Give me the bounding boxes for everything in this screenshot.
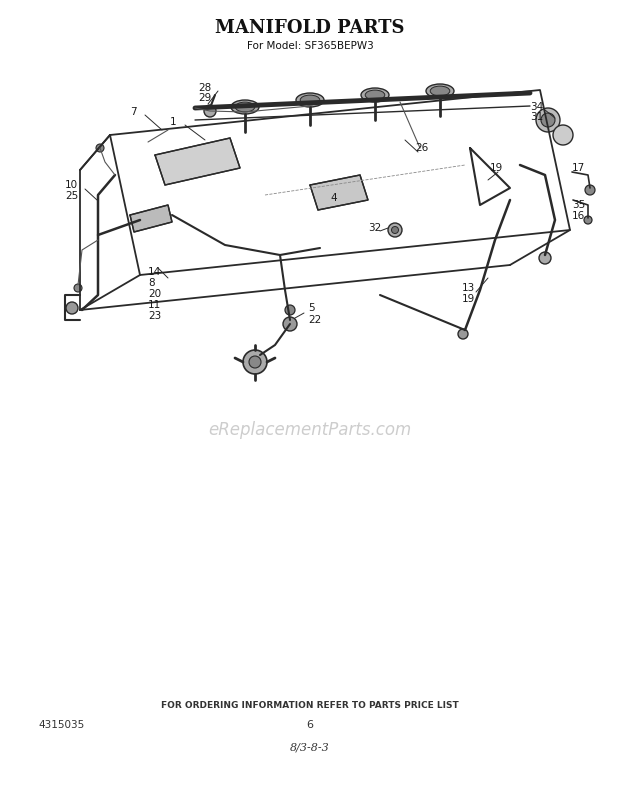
Text: 20: 20 <box>148 289 161 299</box>
Circle shape <box>96 144 104 152</box>
Text: 8: 8 <box>148 278 154 288</box>
Ellipse shape <box>231 100 259 114</box>
Text: 13: 13 <box>462 283 476 293</box>
Text: 19: 19 <box>462 294 476 304</box>
Text: For Model: SF365BEPW3: For Model: SF365BEPW3 <box>247 41 373 51</box>
Text: MANIFOLD PARTS: MANIFOLD PARTS <box>215 19 405 37</box>
Text: 10: 10 <box>65 180 78 190</box>
Text: eReplacementParts.com: eReplacementParts.com <box>208 421 412 439</box>
Circle shape <box>283 317 297 331</box>
Text: 23: 23 <box>148 311 161 321</box>
Ellipse shape <box>300 95 320 105</box>
Polygon shape <box>130 205 172 232</box>
Text: 35: 35 <box>572 200 585 210</box>
Text: 16: 16 <box>572 211 585 221</box>
Text: FOR ORDERING INFORMATION REFER TO PARTS PRICE LIST: FOR ORDERING INFORMATION REFER TO PARTS … <box>161 702 459 710</box>
Circle shape <box>458 329 468 339</box>
Text: 29: 29 <box>198 93 211 103</box>
Text: 17: 17 <box>572 163 585 173</box>
Text: 7: 7 <box>130 107 136 117</box>
Ellipse shape <box>235 102 255 112</box>
Text: 26: 26 <box>415 143 428 153</box>
Circle shape <box>539 252 551 264</box>
Text: 28: 28 <box>198 83 211 93</box>
Text: 4315035: 4315035 <box>38 720 84 730</box>
Text: 5: 5 <box>308 303 314 313</box>
Circle shape <box>536 108 560 132</box>
Text: 1: 1 <box>170 117 177 127</box>
Ellipse shape <box>296 93 324 107</box>
Ellipse shape <box>365 90 385 100</box>
Text: 25: 25 <box>65 191 78 201</box>
Circle shape <box>391 227 399 233</box>
Circle shape <box>584 216 592 224</box>
Text: 22: 22 <box>308 315 321 325</box>
Text: 11: 11 <box>148 300 161 310</box>
Text: 34: 34 <box>530 102 543 112</box>
Circle shape <box>243 350 267 374</box>
Ellipse shape <box>430 86 450 96</box>
Text: 19: 19 <box>490 163 503 173</box>
Text: 32: 32 <box>368 223 381 233</box>
Text: 14: 14 <box>148 267 161 277</box>
Circle shape <box>66 302 78 314</box>
Circle shape <box>541 113 555 127</box>
Circle shape <box>553 125 573 145</box>
Circle shape <box>388 223 402 237</box>
Polygon shape <box>310 175 368 210</box>
Text: 8/3-8-3: 8/3-8-3 <box>290 743 330 753</box>
Circle shape <box>74 284 82 292</box>
Text: 4: 4 <box>330 193 337 203</box>
Text: 31: 31 <box>530 112 543 122</box>
Circle shape <box>249 356 261 368</box>
Ellipse shape <box>361 88 389 102</box>
Circle shape <box>585 185 595 195</box>
Circle shape <box>285 305 295 315</box>
Ellipse shape <box>426 84 454 98</box>
Text: 6: 6 <box>306 720 314 730</box>
Circle shape <box>204 105 216 117</box>
Polygon shape <box>155 138 240 185</box>
